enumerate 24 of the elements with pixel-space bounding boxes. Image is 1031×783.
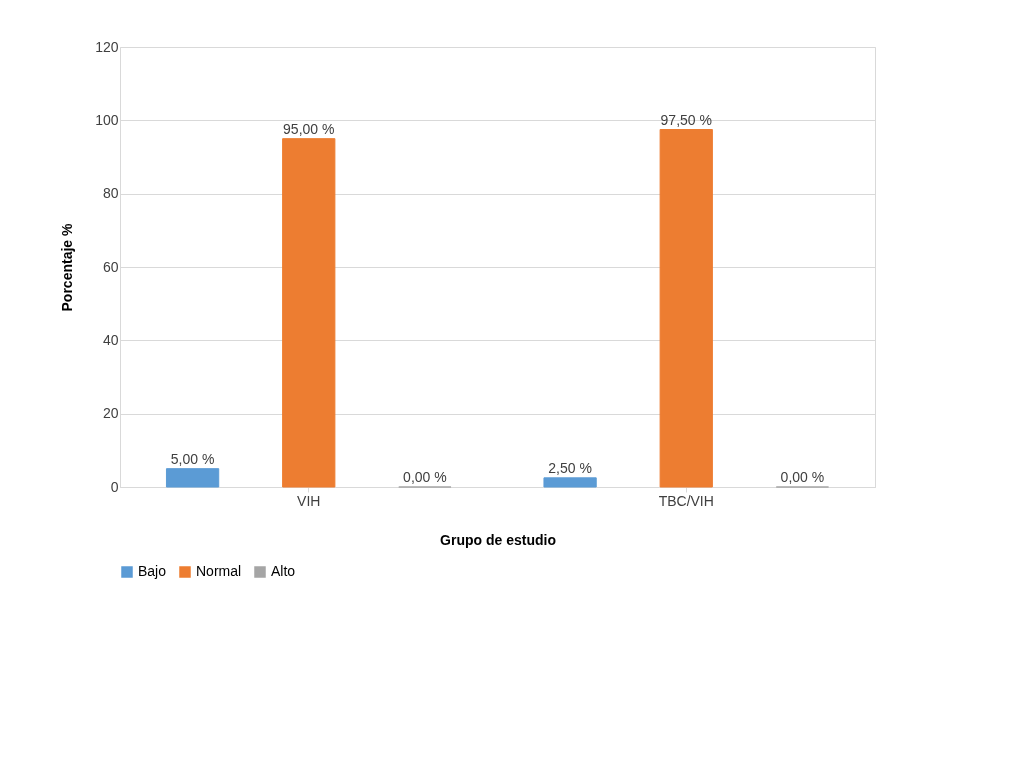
x-tick-label: TBC/VIH (658, 492, 714, 509)
y-tick-label: 80 (102, 185, 119, 202)
bar (543, 477, 597, 488)
y-tick-label: 120 (95, 38, 119, 55)
data-label: 0,00 % (403, 469, 447, 485)
y-tick-label: 100 (95, 111, 119, 128)
y-axis-title: Porcentaje % (59, 222, 76, 312)
data-label: 5,00 % (170, 450, 215, 467)
y-tick-label: 20 (102, 405, 119, 422)
x-tick-label: VIH (297, 492, 321, 509)
data-label: 95,00 % (283, 120, 335, 137)
data-label: 97,50 % (660, 111, 712, 128)
bar (165, 468, 220, 488)
data-label: 2,50 % (548, 459, 592, 476)
y-tick-label: 60 (102, 258, 119, 275)
data-label: 0,00 % (780, 469, 825, 485)
legend-label: Normal (196, 563, 242, 579)
y-tick-label: 0 (110, 478, 119, 495)
bar (659, 129, 713, 488)
bar (282, 138, 336, 488)
x-axis-title: Grupo de estudio (440, 531, 556, 548)
y-tick-label: 40 (102, 331, 119, 348)
legend-label: Bajo (138, 563, 167, 579)
legend-label: Alto (271, 563, 296, 579)
